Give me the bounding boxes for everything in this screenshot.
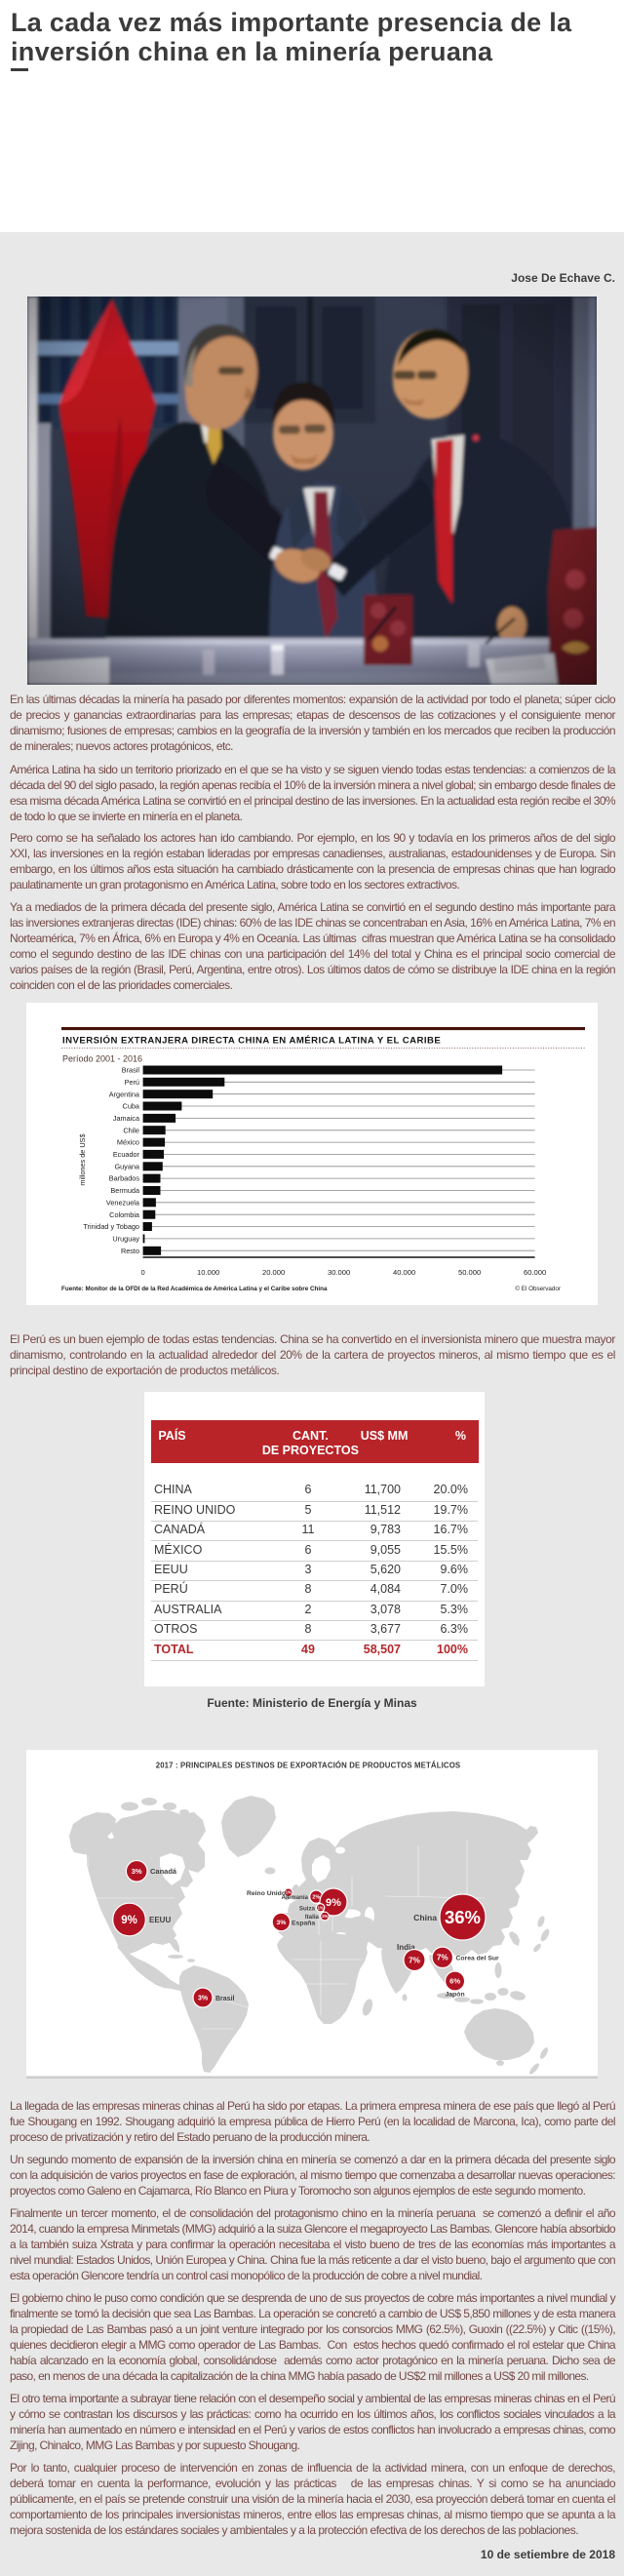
svg-text:EEUU: EEUU [149,1916,171,1924]
svg-text:2%: 2% [312,1895,320,1901]
svg-text:millones de US$: millones de US$ [78,1133,87,1185]
svg-text:3%: 3% [132,1867,142,1876]
svg-text:Perú: Perú [125,1078,139,1087]
svg-text:Alemania: Alemania [281,1894,308,1901]
svg-text:Japón: Japón [446,1992,465,1999]
svg-text:Reino Unido: Reino Unido [247,1890,286,1897]
svg-text:40.000: 40.000 [393,1268,415,1277]
svg-text:30.000: 30.000 [328,1268,350,1277]
svg-text:Uruguay: Uruguay [112,1235,139,1244]
svg-text:50.000: 50.000 [458,1268,481,1277]
svg-text:Argentina: Argentina [109,1090,140,1098]
svg-text:Guyana: Guyana [114,1162,139,1170]
svg-text:7%: 7% [437,1954,449,1962]
svg-text:2017 : PRINCIPALES DESTINOS DE: 2017 : PRINCIPALES DESTINOS DE EXPORTACI… [156,1762,461,1770]
svg-text:9%: 9% [326,1897,341,1909]
svg-text:1%: 1% [322,1914,328,1919]
svg-text:España: España [292,1921,315,1927]
svg-text:1%: 1% [318,1905,324,1910]
svg-text:© El Observador: © El Observador [515,1285,561,1292]
svg-text:Ecuador: Ecuador [113,1150,140,1159]
svg-text:7%: 7% [409,1956,421,1964]
svg-text:Fuente: Monitor de la OFDI de: Fuente: Monitor de la OFDI de la Red Aca… [61,1286,328,1292]
svg-text:Venezuela: Venezuela [106,1198,140,1207]
svg-text:Chile: Chile [123,1126,139,1134]
svg-text:Jamaica: Jamaica [113,1114,140,1123]
svg-text:Brasil: Brasil [122,1066,140,1075]
svg-text:3%: 3% [276,1920,286,1926]
svg-text:0: 0 [140,1268,144,1277]
svg-text:Cuba: Cuba [123,1102,140,1111]
svg-text:Colombia: Colombia [109,1210,140,1219]
svg-text:Bermuda: Bermuda [110,1186,140,1195]
svg-text:Trinidad y Tobago: Trinidad y Tobago [83,1222,139,1231]
svg-text:Corea del Sur: Corea del Sur [456,1956,500,1962]
svg-text:China: China [413,1913,437,1922]
svg-text:Período 2001 - 2016: Período 2001 - 2016 [62,1054,142,1064]
svg-text:Canadá: Canadá [150,1867,177,1876]
svg-text:1%: 1% [286,1890,292,1895]
svg-text:Resto: Resto [121,1247,139,1255]
svg-text:20.000: 20.000 [262,1268,285,1277]
svg-text:México: México [117,1138,139,1147]
svg-text:Suiza: Suiza [299,1906,316,1913]
svg-text:60.000: 60.000 [524,1268,546,1277]
svg-text:3%: 3% [198,1995,209,2001]
svg-text:Italia: Italia [305,1914,320,1921]
svg-text:36%: 36% [445,1907,481,1927]
svg-text:India: India [397,1943,415,1952]
svg-text:Brasil: Brasil [215,1996,235,2002]
svg-text:INVERSIÓN EXTRANJERA DIRECTA C: INVERSIÓN EXTRANJERA DIRECTA CHINA EN AM… [62,1035,441,1047]
svg-text:6%: 6% [449,1977,460,1986]
svg-text:Barbados: Barbados [109,1174,140,1183]
svg-text:10.000: 10.000 [197,1268,219,1277]
svg-text:9%: 9% [121,1915,137,1926]
